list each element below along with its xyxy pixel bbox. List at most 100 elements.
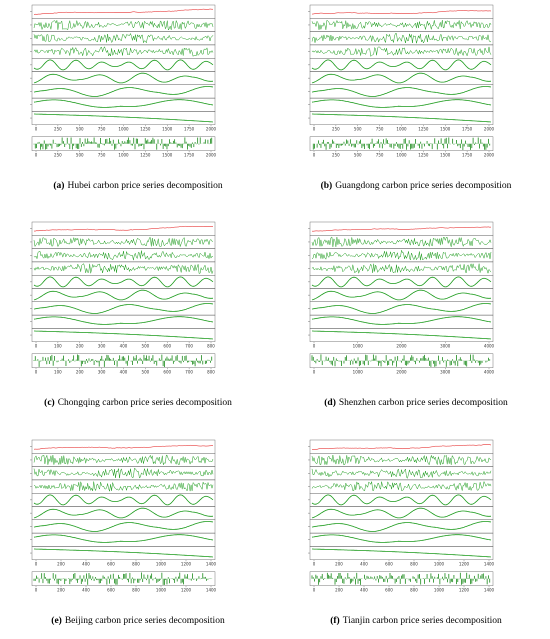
x-tick-label: 200	[335, 588, 343, 593]
panel-label: (f)	[330, 615, 340, 626]
strip-frame	[309, 44, 494, 59]
x-tick-label: 0	[313, 588, 316, 593]
imf-trace	[311, 494, 492, 506]
x-tick-label: 250	[54, 153, 62, 158]
x-tick-label: 1000	[396, 153, 407, 158]
x-tick-label: 100	[54, 344, 62, 349]
caption: (b) Guangdong carbon price series decompo…	[321, 180, 512, 191]
imf-trace	[33, 72, 214, 84]
x-tick-label: 500	[354, 127, 362, 132]
imf-trace	[311, 33, 492, 44]
panel: 0 0 250 250 500 500 750 750 1000 1000 1250 1250 1500…	[308, 4, 512, 191]
x-tick-label: 1000	[156, 562, 167, 567]
imf-trace	[33, 316, 214, 325]
imf-trace	[311, 46, 492, 57]
panel: 0 0 200 200 400 400 600 600 800 800 1000 1000 1200 12…	[30, 439, 225, 626]
imf-trace	[34, 481, 214, 493]
imf-trace	[311, 99, 492, 108]
strip-frame	[309, 546, 494, 560]
x-tick-label: 0	[35, 344, 38, 349]
x-tick-label: 600	[385, 562, 393, 567]
imf-trace	[311, 289, 492, 301]
imf-trace	[312, 330, 492, 340]
x-tick-label: 800	[132, 588, 140, 593]
x-tick-label: 1000	[434, 588, 445, 593]
imf-trace	[33, 86, 214, 97]
x-tick-label: 1200	[181, 562, 192, 567]
x-tick-label: 1000	[396, 127, 407, 132]
imf-trace	[33, 494, 214, 506]
imf-trace	[33, 521, 214, 532]
imf-trace	[311, 72, 492, 84]
x-tick-label: 1000	[434, 562, 445, 567]
x-tick-label: 1500	[162, 153, 173, 158]
x-tick-label: 1750	[184, 153, 195, 158]
imf-trace	[311, 249, 492, 261]
imf-trace	[33, 99, 214, 108]
original-series	[311, 226, 492, 232]
panel-label: (a)	[53, 180, 64, 191]
x-tick-label: 1400	[206, 562, 217, 567]
x-tick-label: 1500	[440, 127, 451, 132]
x-tick-label: 0	[313, 562, 316, 567]
x-tick-label: 300	[98, 370, 106, 375]
strip-frame	[31, 58, 216, 72]
panel: 0 0 1000 1000 2000 2000 3000 3000 4000 4000 (d) She…	[308, 221, 508, 408]
x-tick-label: 1200	[459, 588, 470, 593]
caption-text: Hubei carbon price series decomposition	[67, 181, 222, 191]
caption: (e) Beijing carbon price series decomposi…	[51, 615, 225, 626]
x-tick-label: 1500	[440, 153, 451, 158]
imf-trace	[33, 467, 214, 479]
x-tick-label: 200	[76, 344, 84, 349]
x-tick-label: 1200	[459, 562, 470, 567]
caption: (a) Hubei carbon price series decompositi…	[53, 180, 222, 191]
x-tick-label: 800	[410, 562, 418, 567]
x-tick-label: 0	[35, 153, 38, 158]
panel-label: (b)	[321, 180, 333, 191]
x-tick-label: 800	[410, 588, 418, 593]
caption-text: Guangdong carbon price series decomposit…	[335, 181, 511, 191]
original-series	[311, 444, 492, 450]
x-tick-label: 500	[76, 153, 84, 158]
x-tick-label: 1000	[118, 127, 129, 132]
x-tick-label: 400	[360, 588, 368, 593]
x-tick-label: 2000	[206, 127, 217, 132]
imf-trace	[311, 59, 492, 71]
imf-trace	[34, 113, 214, 123]
x-tick-label: 0	[313, 344, 316, 349]
x-tick-label: 500	[142, 344, 150, 349]
strip-frame	[31, 31, 216, 46]
x-tick-label: 1200	[181, 588, 192, 593]
x-tick-label: 1000	[118, 153, 129, 158]
imf-trace	[33, 507, 214, 519]
x-tick-label: 1400	[484, 588, 495, 593]
x-tick-label: 4000	[484, 344, 495, 349]
strip-frame	[309, 4, 494, 19]
original-series	[33, 225, 213, 232]
x-tick-label: 1400	[206, 588, 217, 593]
x-tick-label: 700	[185, 344, 193, 349]
strip-frame	[309, 493, 494, 507]
x-tick-label: 1750	[462, 127, 473, 132]
imf-trace	[33, 59, 214, 71]
x-tick-label: 500	[142, 370, 150, 375]
x-tick-label: 800	[132, 562, 140, 567]
x-tick-label: 750	[376, 153, 384, 158]
x-tick-label: 400	[360, 562, 368, 567]
imf-trace	[33, 289, 214, 301]
x-tick-label: 0	[313, 127, 316, 132]
x-tick-label: 3000	[440, 370, 451, 375]
x-tick-label: 400	[82, 562, 90, 567]
imf-trace	[33, 32, 214, 44]
x-tick-label: 200	[57, 588, 65, 593]
panel-label: (e)	[51, 615, 62, 626]
caption-text: Shenzhen carbon price series decompositi…	[339, 398, 508, 408]
x-tick-label: 500	[76, 127, 84, 132]
strip-frame	[31, 111, 216, 125]
x-tick-label: 200	[76, 370, 84, 375]
x-tick-label: 0	[35, 127, 38, 132]
imf-trace	[311, 480, 492, 492]
imf-trace	[311, 303, 492, 314]
x-tick-label: 0	[313, 153, 316, 158]
panel: 0 0 100 100 200 200 300 300 400 400 500 500 600 600 70…	[30, 221, 232, 408]
